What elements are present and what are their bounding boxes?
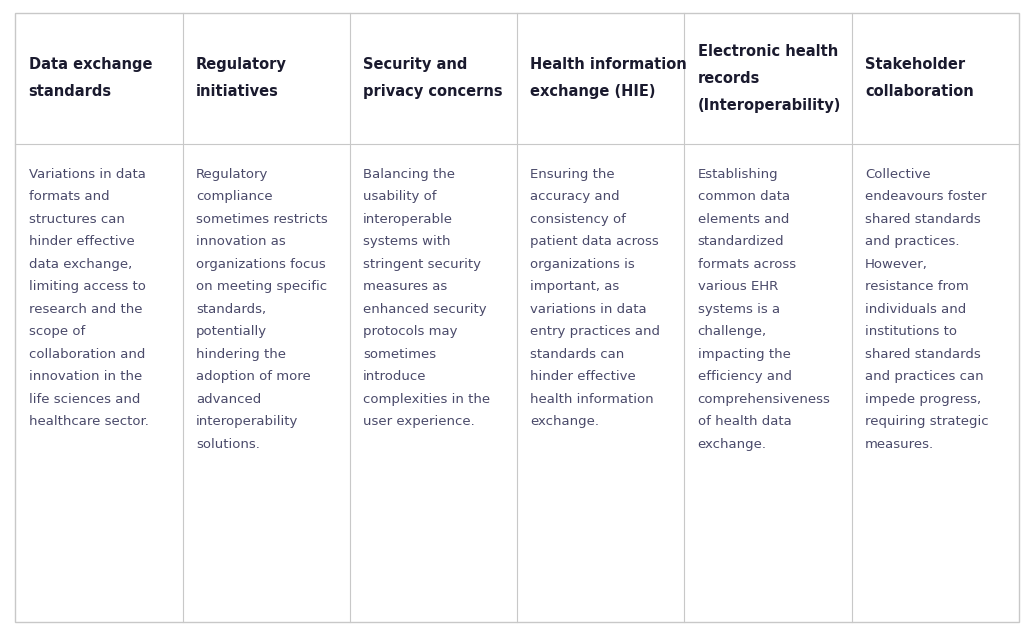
- Text: Health information
exchange (HIE): Health information exchange (HIE): [530, 57, 687, 99]
- Text: Variations in data
formats and
structures can
hinder effective
data exchange,
li: Variations in data formats and structure…: [29, 168, 148, 429]
- Text: Regulatory
compliance
sometimes restricts
innovation as
organizations focus
on m: Regulatory compliance sometimes restrict…: [196, 168, 328, 451]
- Text: Establishing
common data
elements and
standardized
formats across
various EHR
sy: Establishing common data elements and st…: [697, 168, 830, 451]
- Text: Electronic health
records
(Interoperability): Electronic health records (Interoperabil…: [697, 44, 841, 113]
- Text: Collective
endeavours foster
shared standards
and practices.
However,
resistance: Collective endeavours foster shared stan…: [865, 168, 988, 451]
- Text: Ensuring the
accuracy and
consistency of
patient data across
organizations is
im: Ensuring the accuracy and consistency of…: [530, 168, 660, 429]
- Text: Balancing the
usability of
interoperable
systems with
stringent security
measure: Balancing the usability of interoperable…: [364, 168, 490, 429]
- Text: Security and
privacy concerns: Security and privacy concerns: [364, 57, 503, 99]
- Text: Data exchange
standards: Data exchange standards: [29, 57, 153, 99]
- Text: Regulatory
initiatives: Regulatory initiatives: [196, 57, 287, 99]
- Text: Stakeholder
collaboration: Stakeholder collaboration: [865, 57, 974, 99]
